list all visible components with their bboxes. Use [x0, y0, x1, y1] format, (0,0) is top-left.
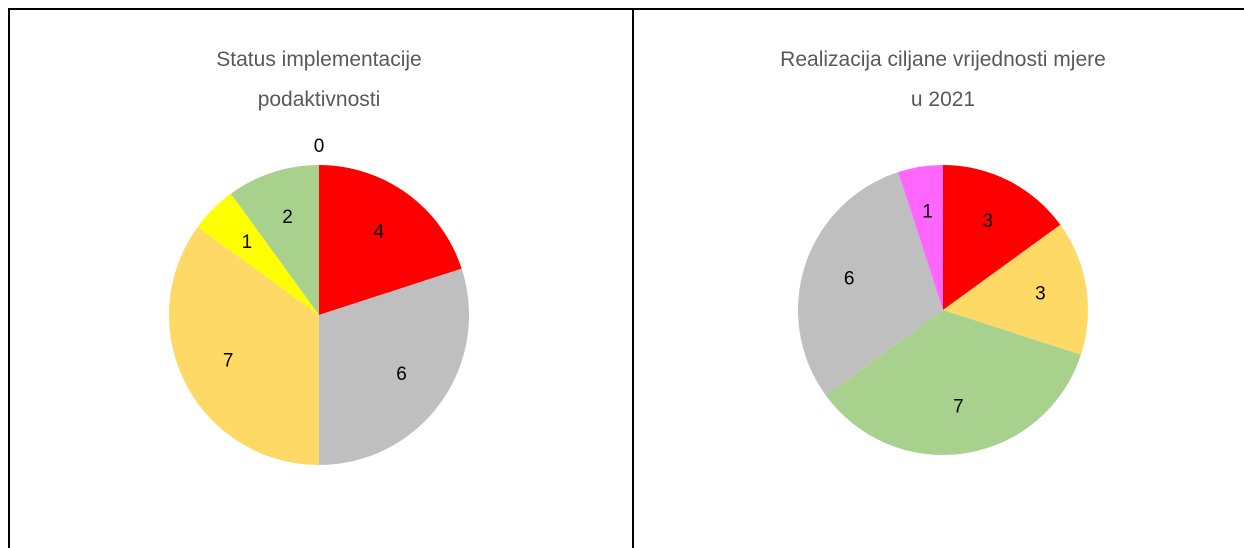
pie-slice [943, 165, 1061, 310]
table-cell [632, 8, 1244, 548]
data-label: 2 [282, 207, 293, 228]
data-label: 7 [953, 396, 964, 417]
pie-slice [943, 224, 1089, 355]
pie-slice [798, 172, 943, 396]
charts: 4 6 7 1 2 0 3 3 7 6 1 [168, 136, 1089, 465]
pie-slice [168, 226, 319, 465]
pie-slice [197, 193, 319, 315]
data-label: 4 [374, 221, 385, 242]
pie-slice [825, 310, 1081, 455]
data-label: 0 [314, 136, 325, 157]
data-label: 6 [844, 269, 855, 290]
data-label: 1 [242, 232, 253, 253]
data-label: 6 [396, 364, 407, 385]
pie-slice [319, 165, 462, 315]
chart-title: Realizacija ciljane vrijednosti mjere u … [780, 48, 1106, 111]
data-label: 3 [1035, 284, 1046, 305]
chart-title: Status implementacije podaktivnosti [216, 48, 422, 111]
pie-slice [898, 165, 943, 310]
pie-slice [319, 268, 469, 465]
data-label: 7 [223, 350, 234, 371]
pie-slice [230, 165, 319, 315]
data-label: 3 [982, 211, 993, 232]
page: Status implementacije podaktivnosti Real… [8, 8, 1244, 548]
table-cell [8, 8, 634, 548]
data-label: 1 [922, 202, 933, 223]
